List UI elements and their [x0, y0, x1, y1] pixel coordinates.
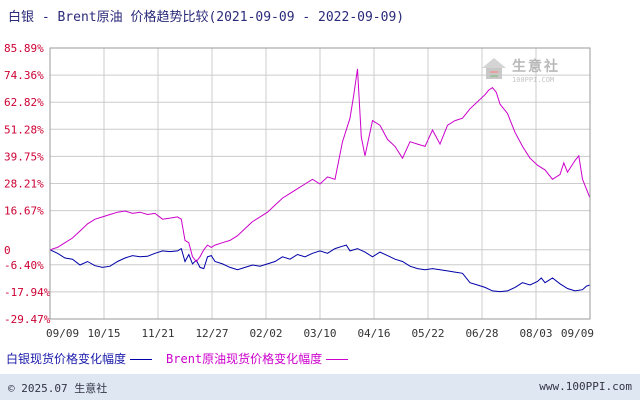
x-tick-label: 02/02	[249, 327, 282, 340]
silver-series-line	[49, 244, 591, 293]
y-tick-label: -6.40%	[4, 259, 44, 272]
y-tick-label: -29.47%	[4, 313, 51, 326]
footer-url: www.100PPI.com	[539, 380, 632, 393]
watermark-url: 100PPI.COM	[512, 76, 555, 84]
x-tick-label: 09/09	[561, 327, 594, 340]
legend-brent-label: Brent原油现货价格变化幅度	[166, 352, 323, 366]
x-tick-label: 05/22	[411, 327, 444, 340]
x-tick-label: 08/03	[519, 327, 552, 340]
x-tick-label: 12/27	[195, 327, 228, 340]
y-tick-label: -17.94%	[4, 286, 51, 299]
price-comparison-chart: 85.89% 74.36% 62.82% 51.28% 39.75% 28.21% 16.6…	[4, 42, 594, 340]
y-tick-label: 28.21%	[4, 178, 44, 191]
chart-legend: 白银现货价格变化幅度 Brent原油现货价格变化幅度	[6, 350, 362, 367]
y-tick-label: 0	[4, 244, 11, 257]
house-logo-icon	[482, 58, 506, 79]
x-axis-ticks: 09/09 10/15 11/21 12/27 02/02 03/10 04/16 05/22…	[46, 327, 594, 340]
footer-copyright: © 2025.07 生意社	[8, 382, 108, 395]
y-tick-label: 85.89%	[4, 42, 44, 55]
plot-frame	[49, 47, 591, 320]
x-tick-label: 11/21	[141, 327, 174, 340]
legend-silver-swatch	[130, 359, 153, 360]
y-tick-label: 74.36%	[4, 69, 44, 82]
brent-series-line	[49, 68, 591, 263]
chart-title: 白银 - Brent原油 价格趋势比较(2021-09-09 - 2022-09…	[8, 10, 405, 25]
series-lines	[49, 68, 591, 293]
legend-silver-label: 白银现货价格变化幅度	[6, 352, 127, 366]
x-tick-label: 10/15	[87, 327, 120, 340]
x-tick-label: 04/16	[357, 327, 390, 340]
y-tick-label: 16.67%	[4, 205, 44, 218]
y-tick-label: 39.75%	[4, 150, 44, 163]
y-tick-label: 51.28%	[4, 123, 44, 136]
footer-bar: © 2025.07 生意社 www.100PPI.com	[0, 374, 640, 400]
x-tick-label: 03/10	[303, 327, 336, 340]
x-tick-label: 09/09	[46, 327, 79, 340]
legend-brent-swatch	[326, 359, 349, 360]
y-tick-label: 62.82%	[4, 96, 44, 109]
watermark-text: 生意社	[512, 59, 560, 75]
y-axis-ticks: 85.89% 74.36% 62.82% 51.28% 39.75% 28.21% 16.6…	[4, 42, 51, 326]
x-tick-label: 06/28	[465, 327, 498, 340]
watermark-logo: 生意社 100PPI.COM	[480, 56, 580, 96]
